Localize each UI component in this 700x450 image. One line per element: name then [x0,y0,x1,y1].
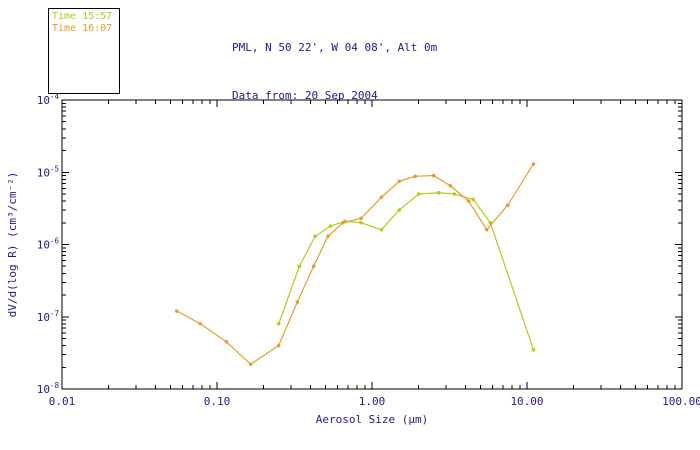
series-marker-1 [431,173,436,178]
y-axis-title: dV/d(log R) (cm³/cm⁻²) [6,172,19,318]
series-marker-0 [379,227,384,232]
series-marker-1 [379,195,384,200]
y-tick-label: 10-5 [37,164,59,179]
series-marker-1 [295,300,300,304]
header-date-line: Data from: 20 Sep 2004 [232,89,378,102]
series-marker-1 [448,183,453,188]
plot-frame [61,99,683,390]
series-marker-0 [328,224,333,228]
series-marker-1 [413,174,418,179]
series-marker-1 [505,203,510,207]
series-marker-0 [313,234,317,239]
series-marker-0 [276,321,281,326]
series-marker-0 [397,208,402,212]
series-marker-1 [198,321,203,326]
y-tick-label: 10-8 [37,381,60,396]
series-marker-1 [224,340,229,344]
series-marker-1 [397,179,402,184]
series-marker-1 [484,227,489,232]
series-marker-1 [174,309,179,313]
legend-label-time-1607: Time 16:07 [52,23,113,34]
series-marker-0 [531,347,536,352]
series-marker-1 [311,264,316,269]
series-marker-1 [326,234,330,239]
series-marker-0 [297,264,302,269]
y-tick-label: 10-6 [37,237,60,252]
legend-label-time-1557: Time 15:57 [52,11,113,22]
legend-item-time-1557: Time 15:57 [52,11,116,23]
series-marker-1 [248,362,253,367]
series-marker-0 [471,197,476,202]
x-tick-label: 1.00 [359,395,386,408]
series-marker-1 [359,216,363,221]
series-marker-1 [531,162,536,166]
header-location-line: PML, N 50 22', W 04 08', Alt 0m [232,41,438,54]
x-tick-label: 0.01 [49,395,76,408]
series-marker-1 [276,343,281,348]
time-legend: Time 15:57 Time 16:07 [48,8,120,94]
x-tick-label: 10.00 [510,395,543,408]
series-line-0 [278,192,534,350]
series-marker-0 [437,190,441,195]
series-marker-0 [359,220,363,225]
series-marker-0 [452,192,457,196]
series-line-1 [176,163,534,366]
x-tick-label: 0.10 [204,395,231,408]
legend-item-time-1607: Time 16:07 [52,23,116,35]
series-marker-0 [416,192,421,196]
y-tick-label: 10-7 [37,309,59,324]
y-tick-label: 10-4 [37,92,60,107]
series-marker-1 [341,220,345,225]
plot-header: PML, N 50 22', W 04 08', Alt 0m Data fro… [232,8,437,120]
series-marker-1 [466,199,471,203]
x-axis-title: Aerosol Size (μm) [316,413,429,426]
x-tick-label: 100.00 [662,395,700,408]
